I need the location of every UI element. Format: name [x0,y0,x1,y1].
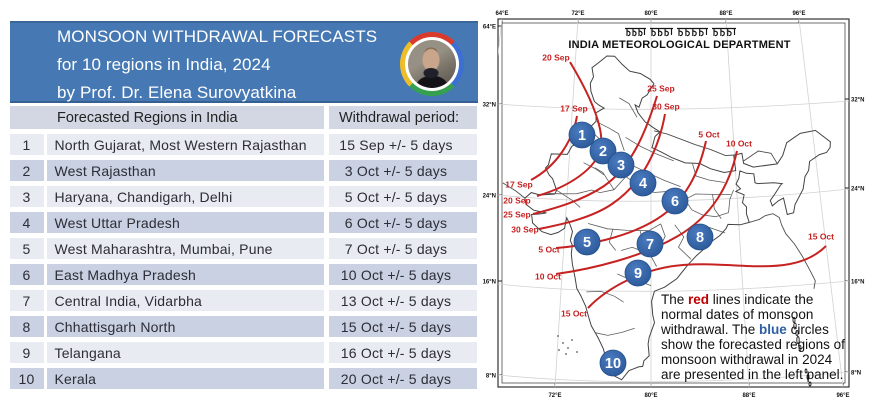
svg-text:80°E: 80°E [644,11,657,17]
svg-text:15 Oct: 15 Oct [561,309,587,319]
svg-text:5 Oct: 5 Oct [538,245,559,255]
svg-text:17 Sep: 17 Sep [505,180,532,190]
svg-text:5 Oct: 5 Oct [698,130,719,140]
svg-text:30 Sep: 30 Sep [511,225,538,235]
svg-text:17 Sep: 17 Sep [560,104,587,114]
svg-text:80°E: 80°E [644,393,657,399]
svg-text:8: 8 [696,230,704,246]
svg-text:24°N: 24°N [851,187,864,193]
svg-text:32°N: 32°N [483,103,496,109]
svg-text:64°E: 64°E [483,25,496,31]
svg-text:32°N: 32°N [851,98,864,104]
svg-text:10 Oct: 10 Oct [726,139,752,149]
svg-text:10 Oct: 10 Oct [535,272,561,282]
svg-text:72°E: 72°E [548,393,561,399]
svg-text:96°E: 96°E [792,11,805,17]
svg-text:16°N: 16°N [483,280,496,286]
svg-text:88°E: 88°E [719,11,732,17]
svg-text:72°E: 72°E [571,11,584,17]
svg-text:10: 10 [605,356,621,372]
svg-text:88°E: 88°E [742,393,755,399]
svg-text:5: 5 [583,235,591,251]
svg-text:8°N: 8°N [486,374,496,380]
svg-text:20 Sep: 20 Sep [542,53,569,63]
svg-text:20 Sep: 20 Sep [503,196,530,206]
svg-text:25 Sep: 25 Sep [503,210,530,220]
svg-text:16°N: 16°N [851,280,864,286]
svg-text:64°E: 64°E [495,11,508,17]
svg-text:8°N: 8°N [851,371,861,377]
svg-text:7: 7 [646,237,654,253]
svg-text:3: 3 [617,158,625,174]
svg-text:24°N: 24°N [483,194,496,200]
svg-text:15 Oct: 15 Oct [808,232,834,242]
svg-text:30 Sep: 30 Sep [652,102,679,112]
svg-text:25 Sep: 25 Sep [647,84,674,94]
svg-text:2: 2 [599,144,607,160]
svg-text:4: 4 [639,176,647,192]
svg-text:1: 1 [578,128,586,144]
svg-text:9: 9 [634,266,642,282]
svg-text:96°E: 96°E [836,393,849,399]
svg-text:6: 6 [671,194,679,210]
